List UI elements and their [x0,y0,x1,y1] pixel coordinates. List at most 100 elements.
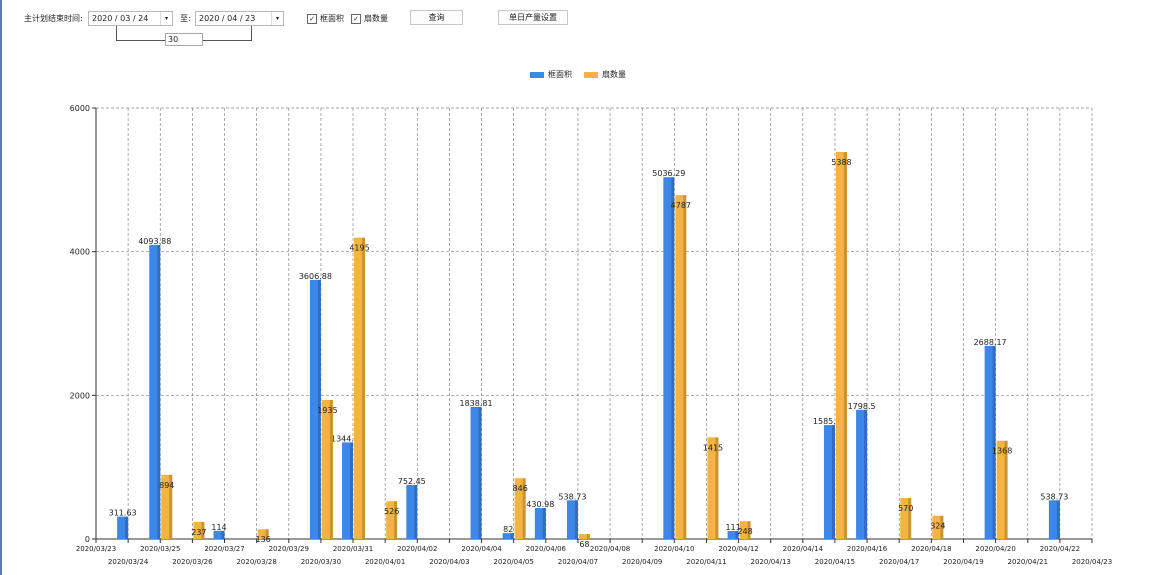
data-label: 570 [898,504,913,513]
bar-shade [735,531,739,539]
chevron-down-icon[interactable]: ▾ [271,12,283,25]
x-tick-label: 2020/04/04 [461,545,502,553]
x-tick-label: 2020/04/17 [879,558,919,566]
x-tick-label: 2020/04/03 [429,558,469,566]
x-tick-label: 2020/03/29 [269,545,309,553]
bar-shade [221,530,225,539]
x-tick-label: 2020/03/25 [140,545,180,553]
bar-shade [317,279,321,539]
checkbox-checked-icon[interactable]: ✓ [351,13,361,24]
x-tick-label: 2020/04/07 [558,558,598,566]
x-tick-label: 2020/04/08 [590,545,630,553]
chevron-down-icon[interactable]: ▾ [160,12,172,25]
date-range-label: 主计划结束时间: [24,14,83,23]
bar-shade [169,474,173,539]
bar-shade [1056,500,1060,539]
bar-area [470,406,482,539]
bar-shade [908,498,912,539]
chart-legend: 框面积 扇数量 [530,69,626,80]
bar-area [309,279,321,539]
data-label: 5388 [831,158,851,167]
data-label: 311.63 [109,509,137,518]
bar-shade [362,237,366,539]
data-label: 237 [191,528,206,537]
data-label: 526 [384,507,399,516]
x-tick-label: 2020/04/16 [847,545,888,553]
bar-shade [522,478,526,539]
data-label: 2688.17 [974,338,1007,347]
x-tick-label: 2020/04/20 [975,545,1015,553]
bar-shade [683,195,687,539]
bar-count [257,529,269,539]
data-label: 1344.95 [331,434,364,443]
x-tick-label: 2020/03/31 [333,545,373,553]
x-tick-label: 2020/04/14 [783,545,824,553]
x-tick-label: 2020/04/06 [526,545,567,553]
count-checkbox[interactable]: ✓ 扇数量 [351,13,388,24]
bar-count [932,515,944,539]
legend-item-area: 框面积 [530,69,572,80]
x-tick-label: 2020/04/01 [365,558,405,566]
data-label: 68 [579,540,589,549]
x-tick-label: 2020/04/21 [1008,558,1048,566]
data-label: 1798.5 [848,402,876,411]
bar-shade [125,516,129,539]
x-tick-label: 2020/04/15 [815,558,855,566]
data-label: 538.73 [1040,492,1068,501]
data-label: 136 [256,535,271,544]
x-tick-label: 2020/04/12 [718,545,758,553]
data-label: 5036.29 [652,169,685,178]
bar-shade [510,533,514,539]
bar-area [823,425,835,539]
data-label: 430.98 [526,500,554,509]
bar-area [663,177,675,539]
count-checkbox-label: 扇数量 [364,14,388,23]
bar-shade [394,501,398,539]
bar-count [354,237,366,539]
bar-count [996,440,1008,539]
bar-shade [715,437,719,539]
checkbox-checked-icon[interactable]: ✓ [307,13,317,24]
bar-shade [350,442,354,539]
y-tick-label: 2000 [70,391,90,400]
legend-label: 扇数量 [602,70,626,79]
y-tick-label: 4000 [70,248,90,257]
y-tick-label: 0 [85,535,90,544]
daily-output-settings-button[interactable]: 单日产量设置 [498,10,568,25]
x-tick-label: 2020/03/28 [236,558,276,566]
bar-shade [843,151,847,539]
bar-area [566,500,578,539]
area-checkbox[interactable]: ✓ 框面积 [307,13,344,24]
query-button[interactable]: 查询 [410,10,463,25]
data-label: 1368 [992,447,1012,456]
bar-count [321,400,333,539]
data-label: 1415 [703,443,723,452]
bar-count [675,195,687,539]
bar-count [835,151,847,539]
data-label: 324 [930,522,945,531]
x-tick-label: 2020/04/13 [751,558,791,566]
bar-area [984,345,996,539]
data-label: 248 [737,527,752,536]
x-tick-label: 2020/04/23 [1072,558,1112,566]
data-label: 111 [725,523,740,532]
bar-area [534,508,546,539]
data-label: 752.45 [398,477,426,486]
end-date-picker[interactable]: 2020 / 04 / 23 ▾ [195,11,284,26]
to-label: 至: [180,14,191,23]
bar-shade [992,345,996,539]
bar-count [386,501,398,539]
x-tick-label: 2020/03/27 [204,545,244,553]
bar-area [727,531,739,539]
area-checkbox-label: 框面积 [320,14,344,23]
legend-label: 框面积 [548,70,572,79]
x-tick-label: 2020/03/26 [172,558,213,566]
bar-area [502,533,514,539]
start-date-picker[interactable]: 2020 / 03 / 24 ▾ [88,11,173,26]
days-input[interactable]: 30 [165,33,203,46]
data-label: 82 [503,525,513,534]
y-tick-label: 6000 [70,104,90,113]
bar-count [739,521,751,539]
data-label: 4195 [349,244,369,253]
bar-shade [940,515,944,539]
